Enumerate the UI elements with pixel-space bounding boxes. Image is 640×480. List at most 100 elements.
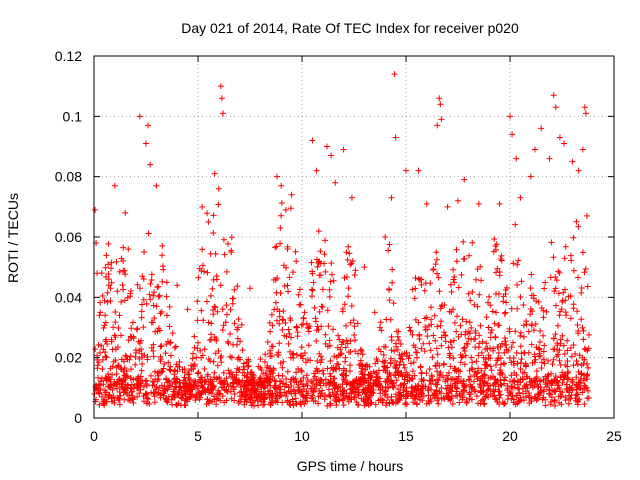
data-point [365,400,372,407]
data-point [414,349,421,356]
data-point [574,274,581,281]
data-point [460,345,467,352]
data-point [201,346,208,353]
data-point [207,379,214,386]
data-point [376,324,383,331]
data-point [468,324,475,331]
data-point [567,315,574,322]
data-point [192,397,199,404]
data-point [351,323,358,330]
data-point [434,122,441,129]
y-tick-label: 0 [74,410,82,426]
data-point [525,349,532,356]
data-point [558,374,565,381]
data-point [228,249,235,256]
data-point [156,292,163,299]
data-point [384,394,391,401]
data-point [576,385,583,392]
data-point [242,387,249,394]
data-point [113,258,120,265]
data-point [177,384,184,391]
data-point [581,372,588,379]
data-point [531,383,538,390]
data-point [523,321,530,328]
data-point [223,302,230,309]
data-point [436,95,443,102]
data-point [346,362,353,369]
data-point [120,358,127,365]
data-point [176,358,183,365]
data-point [124,373,131,380]
data-point [352,267,359,274]
data-point [407,327,414,334]
data-point [412,395,419,402]
data-point [378,327,385,334]
data-point [130,385,137,392]
data-point [372,401,379,408]
data-point [200,317,207,324]
data-point [261,358,268,365]
data-point [435,394,442,401]
data-point [582,265,589,272]
data-point [353,376,360,383]
data-point [139,301,146,308]
data-point [433,345,440,352]
data-point [339,305,346,312]
data-point [580,336,587,343]
data-point [527,285,534,292]
data-point [158,342,165,349]
data-point [350,317,357,324]
data-point [271,306,278,313]
data-point [579,146,586,153]
data-point [166,323,173,330]
data-point [564,358,571,365]
data-point [437,322,444,329]
data-point [215,201,222,208]
data-point [581,345,588,352]
data-point [464,341,471,348]
data-point [394,369,401,376]
data-point [167,339,174,346]
data-point [487,345,494,352]
data-point [494,355,501,362]
data-point [527,173,534,180]
data-point [476,332,483,339]
data-point [388,347,395,354]
data-point [506,328,513,335]
data-point [428,304,435,311]
data-point [152,386,159,393]
data-point [174,282,181,289]
data-point [542,279,549,286]
data-point [461,255,468,262]
data-point [483,392,490,399]
data-point [120,244,127,251]
data-point [157,310,164,317]
data-point [235,377,242,384]
data-point [487,382,494,389]
data-point [150,390,157,397]
data-point [95,374,102,381]
data-point [513,155,520,162]
data-point [248,390,255,397]
data-point [491,235,498,242]
data-point [474,376,481,383]
data-point [550,335,557,342]
data-point [165,377,172,384]
data-point [340,146,347,153]
data-point [167,340,174,347]
data-point [118,298,125,305]
data-point [580,327,587,334]
data-point [400,381,407,388]
data-point [318,356,325,363]
data-point [508,359,515,366]
data-point [143,140,149,147]
data-point [548,239,555,246]
data-point [523,318,530,325]
data-point [394,346,401,353]
data-point [537,338,544,345]
data-point [552,402,559,409]
data-point [510,396,517,403]
data-point [201,366,208,373]
data-point [392,393,399,400]
data-point [291,378,298,385]
